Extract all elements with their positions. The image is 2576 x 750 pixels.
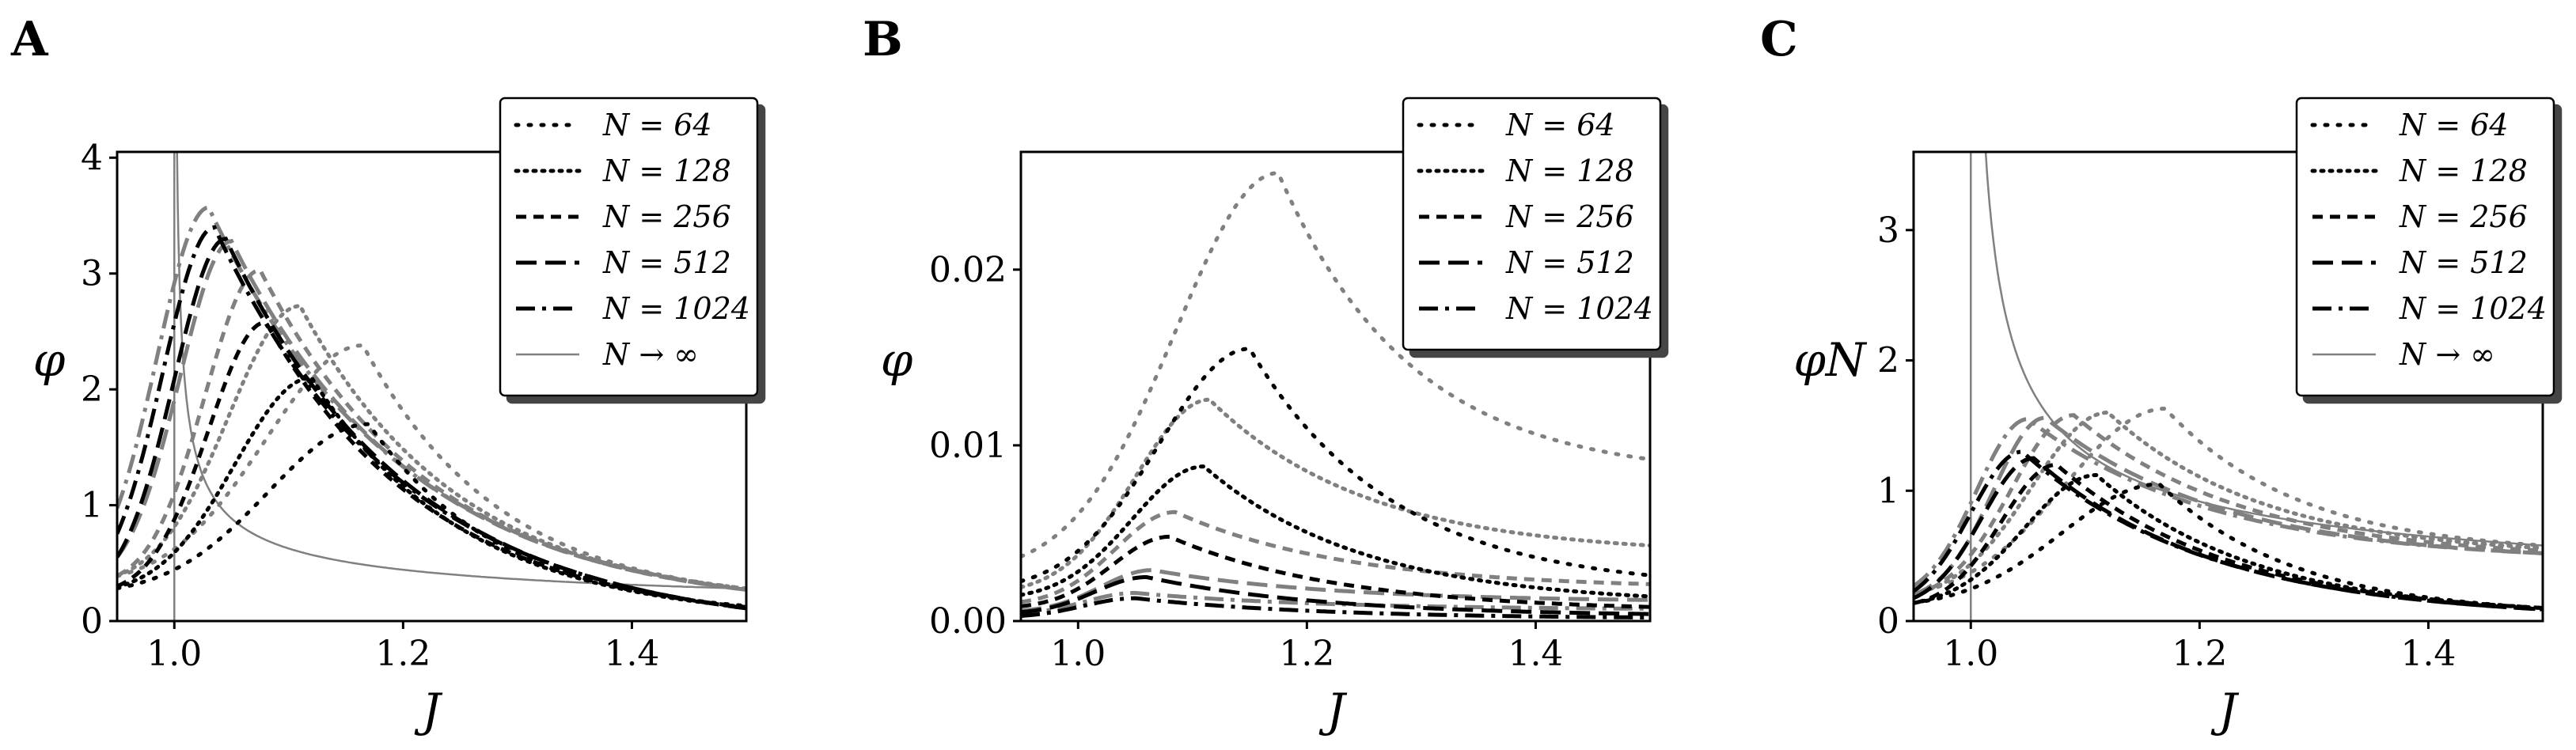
panel-a-plot-area <box>117 152 746 621</box>
panel-b-x-tick-label: 1.0 <box>1050 634 1106 674</box>
panel-b-series-line <box>1021 397 1650 589</box>
panel-c: C 1.0 1.2 1.4 0 1 2 3 J φN N = 64 N = 128 N = 25… <box>1760 12 2555 737</box>
panel-c-ticks: 1.0 1.2 1.4 0 1 2 3 <box>1877 210 2456 674</box>
panel-c-legend-label: N = 512 <box>2399 245 2528 280</box>
panel-letter-a: A <box>10 12 49 67</box>
panel-b-x-tick-label: 1.2 <box>1279 634 1334 674</box>
panel-a-series-line <box>117 205 746 592</box>
panel-a-legend-label: N → ∞ <box>602 337 699 372</box>
panel-b-xlabel: J <box>1318 684 1347 737</box>
panel-a-legend-label: N = 128 <box>602 153 731 188</box>
panel-b-series-line <box>1021 347 1650 584</box>
panel-b-series-line <box>1021 591 1650 616</box>
panel-b-legend-label: N = 128 <box>1505 153 1634 188</box>
panel-c-x-tick-label: 1.4 <box>2400 634 2456 674</box>
panel-b-ticks: 1.0 1.2 1.4 0.00 0.01 0.02 <box>929 250 1563 674</box>
panel-b-legend-label: N = 512 <box>1505 245 1634 280</box>
panel-c-xlabel: J <box>2210 684 2239 737</box>
panel-c-series-line <box>1914 410 2543 597</box>
panel-c-y-tick-label: 1 <box>1877 471 1899 511</box>
panel-c-legend-label: N → ∞ <box>2399 337 2495 372</box>
panel-letter-c: C <box>1760 12 1798 67</box>
panel-a-ylabel: φ <box>33 333 66 387</box>
panel-c-series-line <box>1914 406 2543 596</box>
panel-b-series-line <box>1021 596 1650 620</box>
panel-c-y-tick-label: 3 <box>1877 210 1899 251</box>
panel-c-legend-label: N = 64 <box>2399 108 2509 142</box>
panel-a-ticks: 1.0 1.2 1.4 0 1 2 3 4 <box>81 138 659 674</box>
panel-c-series-line <box>1914 417 2543 588</box>
panel-a-x-tick-label: 1.4 <box>604 634 659 674</box>
panel-c-legend-label: N = 1024 <box>2399 291 2547 326</box>
panel-a-legend: N = 64 N = 128 N = 256 N = 512 N = 1024 N → ∞ <box>499 97 759 397</box>
panel-c-ylabel: φN <box>1793 333 1868 387</box>
panel-b-y-tick-label: 0.00 <box>929 601 1007 642</box>
panel-c-x-tick-label: 1.2 <box>2172 634 2227 674</box>
panel-a-legend-label: N = 1024 <box>602 291 750 326</box>
panel-a: A 1.0 1.2 1.4 0 1 2 3 4 J φ N = 64 N = 128 N = 25… <box>10 12 759 737</box>
panel-c-y-tick-label: 0 <box>1877 601 1899 642</box>
panel-b-plot-area <box>1021 171 1650 620</box>
panel-b-x-tick-label: 1.4 <box>1508 634 1563 674</box>
panel-c-series-line <box>1914 415 2543 597</box>
panel-a-legend-label: N = 512 <box>602 245 731 280</box>
panel-b: B 1.0 1.2 1.4 0.00 0.01 0.02 J φ N = 64 N = 12… <box>863 12 1662 737</box>
panel-b-ylabel: φ <box>881 333 913 387</box>
panel-b-y-tick-label: 0.02 <box>929 250 1007 290</box>
panel-a-series-line <box>117 343 746 591</box>
panel-b-legend-box <box>1402 97 1662 351</box>
panel-b-series-line <box>1021 171 1650 559</box>
panel-b-axes-frame <box>1019 150 1652 623</box>
panel-a-legend-label: N = 256 <box>602 199 731 234</box>
panel-a-series-line <box>117 225 746 611</box>
panel-b-series-line <box>1021 464 1650 599</box>
panel-c-series-line <box>1914 456 2543 612</box>
panel-a-y-tick-label: 4 <box>81 138 103 178</box>
panel-b-legend-label: N = 64 <box>1505 108 1615 142</box>
panel-a-x-tick-label: 1.2 <box>375 634 431 674</box>
panel-c-series-line <box>1914 413 2543 597</box>
panel-letter-b: B <box>863 12 903 67</box>
panel-a-xlabel: J <box>414 684 442 737</box>
panel-b-series-line <box>1021 575 1650 616</box>
panel-c-x-tick-label: 1.0 <box>1943 634 1998 674</box>
panel-b-y-tick-label: 0.01 <box>929 426 1007 466</box>
panel-b-legend-label: N = 256 <box>1505 199 1634 234</box>
panel-b-series-line <box>1021 534 1650 609</box>
panel-c-series-line <box>1914 449 2543 612</box>
panel-a-y-tick-label: 3 <box>81 254 103 294</box>
panel-a-x-tick-label: 1.0 <box>146 634 202 674</box>
panel-a-y-tick-label: 2 <box>81 369 103 410</box>
panel-c-legend-label: N = 128 <box>2399 153 2528 188</box>
panel-a-legend-label: N = 64 <box>602 108 712 142</box>
panel-b-legend: N = 64 N = 128 N = 256 N = 512 N = 1024 <box>1402 97 1662 351</box>
panel-a-y-tick-label: 0 <box>81 601 103 642</box>
panel-b-series-line <box>1021 509 1650 604</box>
panel-c-legend-box <box>2295 97 2555 397</box>
panel-b-legend-label: N = 1024 <box>1505 291 1653 326</box>
panel-c-series-line <box>1914 462 2543 610</box>
panel-c-legend-label: N = 256 <box>2399 199 2528 234</box>
panel-a-y-tick-label: 1 <box>81 486 103 526</box>
panel-c-legend: N = 64 N = 128 N = 256 N = 512 N = 1024 N → ∞ <box>2295 97 2555 397</box>
panel-b-series-line <box>1021 568 1650 613</box>
panel-a-series-line <box>117 267 746 592</box>
panel-c-plot-area <box>1914 152 2543 621</box>
panel-a-legend-box <box>499 97 759 397</box>
panel-c-y-tick-label: 2 <box>1877 341 1899 381</box>
